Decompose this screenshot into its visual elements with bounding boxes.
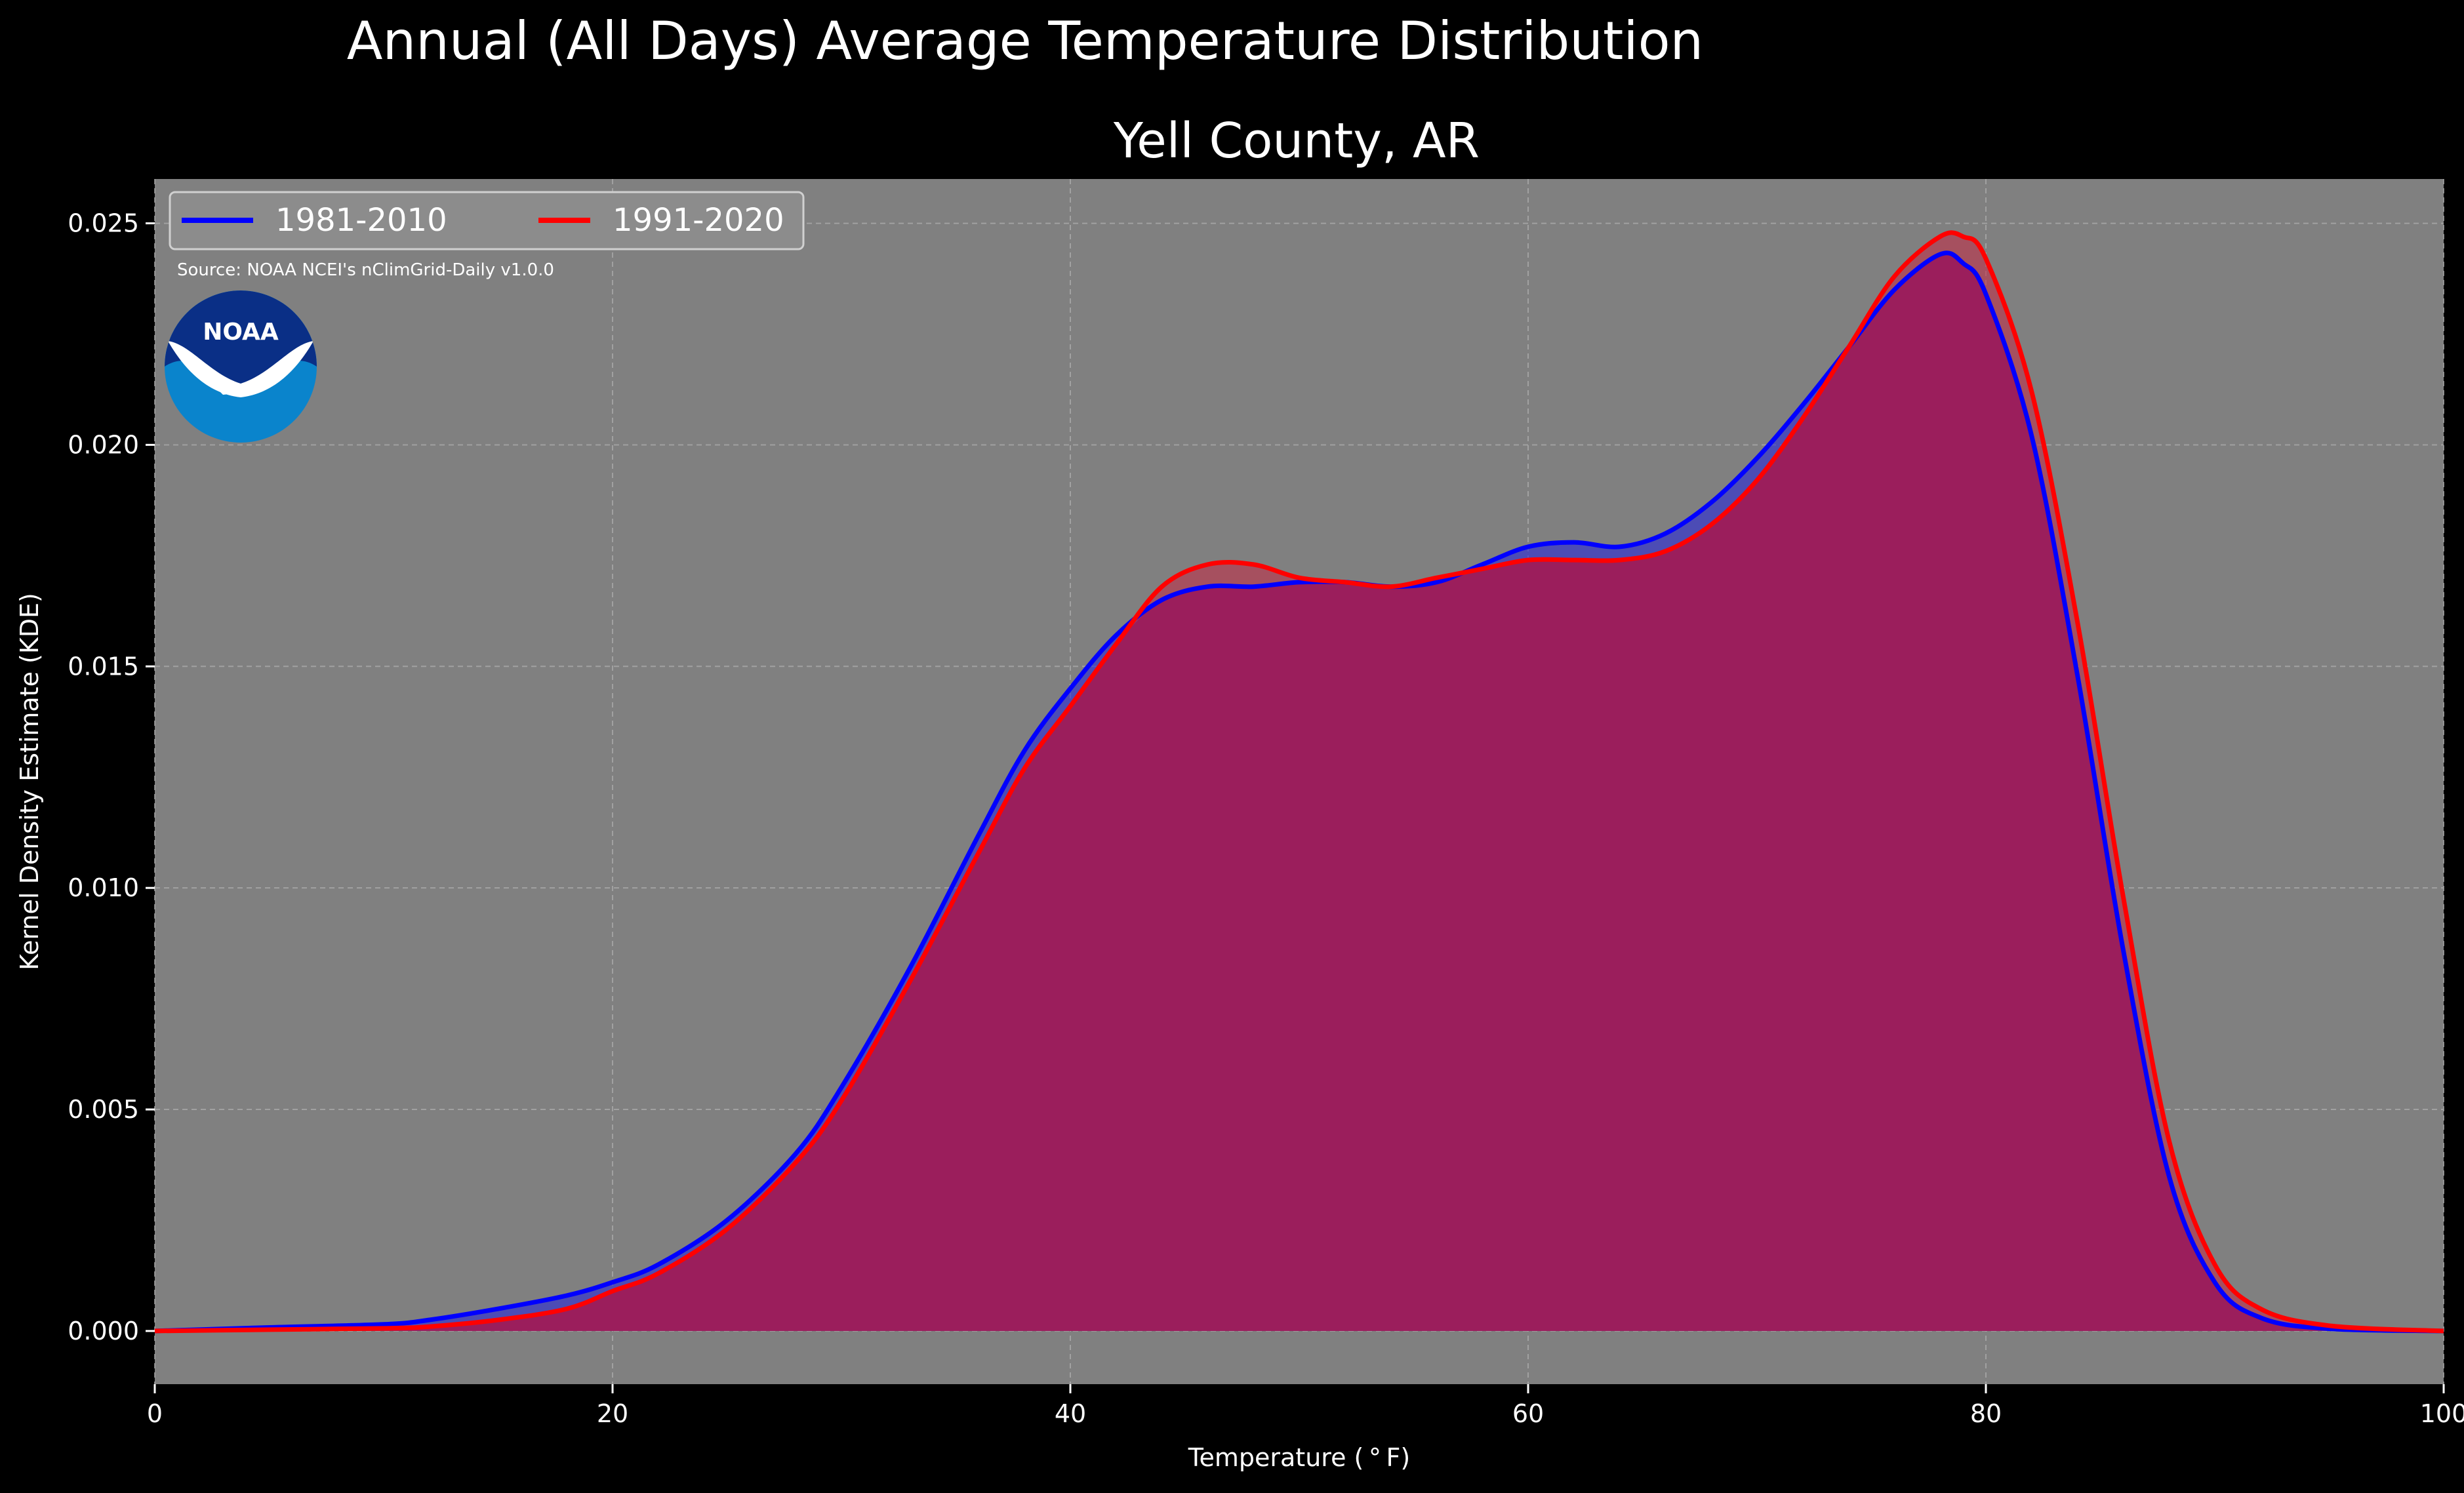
- source-note: Source: NOAA NCEI's nClimGrid-Daily v1.0…: [177, 260, 554, 280]
- y-tick-label: 0.025: [68, 209, 139, 238]
- chart-title: Yell County, AR: [1113, 113, 1480, 169]
- chart-suptitle: Annual (All Days) Average Temperature Di…: [347, 10, 1703, 71]
- y-tick-label: 0.020: [68, 430, 139, 459]
- y-tick-label: 0.000: [68, 1317, 139, 1345]
- y-axis-label: Kernel Density Estimate (KDE): [15, 593, 44, 970]
- x-tick-label: 80: [1970, 1399, 2002, 1428]
- series-areas: [155, 232, 2444, 1331]
- series-lines: [155, 230, 2444, 1334]
- y-tick-label: 0.015: [68, 652, 139, 681]
- noaa-logo-text: NOAA: [203, 319, 279, 346]
- y-tick-label: 0.005: [68, 1095, 139, 1124]
- x-axis: 0 20 40 60 80 100: [147, 1384, 2464, 1428]
- y-axis: 0.000 0.005 0.010 0.015 0.020 0.025: [68, 209, 155, 1345]
- legend-label-1981-2010: 1981-2010: [275, 202, 447, 239]
- legend-box: [169, 191, 805, 250]
- x-tick-label: 40: [1055, 1399, 1086, 1428]
- x-axis-label: Temperature ( ° F): [1188, 1443, 1410, 1472]
- area-overlap: [155, 252, 2444, 1331]
- x-tick-label: 20: [597, 1399, 628, 1428]
- x-tick-label: 0: [147, 1399, 163, 1428]
- x-tick-label: 100: [2420, 1399, 2464, 1428]
- legend-label-1991-2020: 1991-2020: [613, 202, 784, 239]
- x-tick-label: 60: [1512, 1399, 1544, 1428]
- line-1991-2020: [155, 230, 2444, 1334]
- line-1981-2010: [155, 250, 2444, 1334]
- legend: 1981-2010 1991-2020: [169, 191, 805, 250]
- noaa-logo: NOAA: [165, 290, 317, 443]
- y-tick-label: 0.010: [68, 873, 139, 902]
